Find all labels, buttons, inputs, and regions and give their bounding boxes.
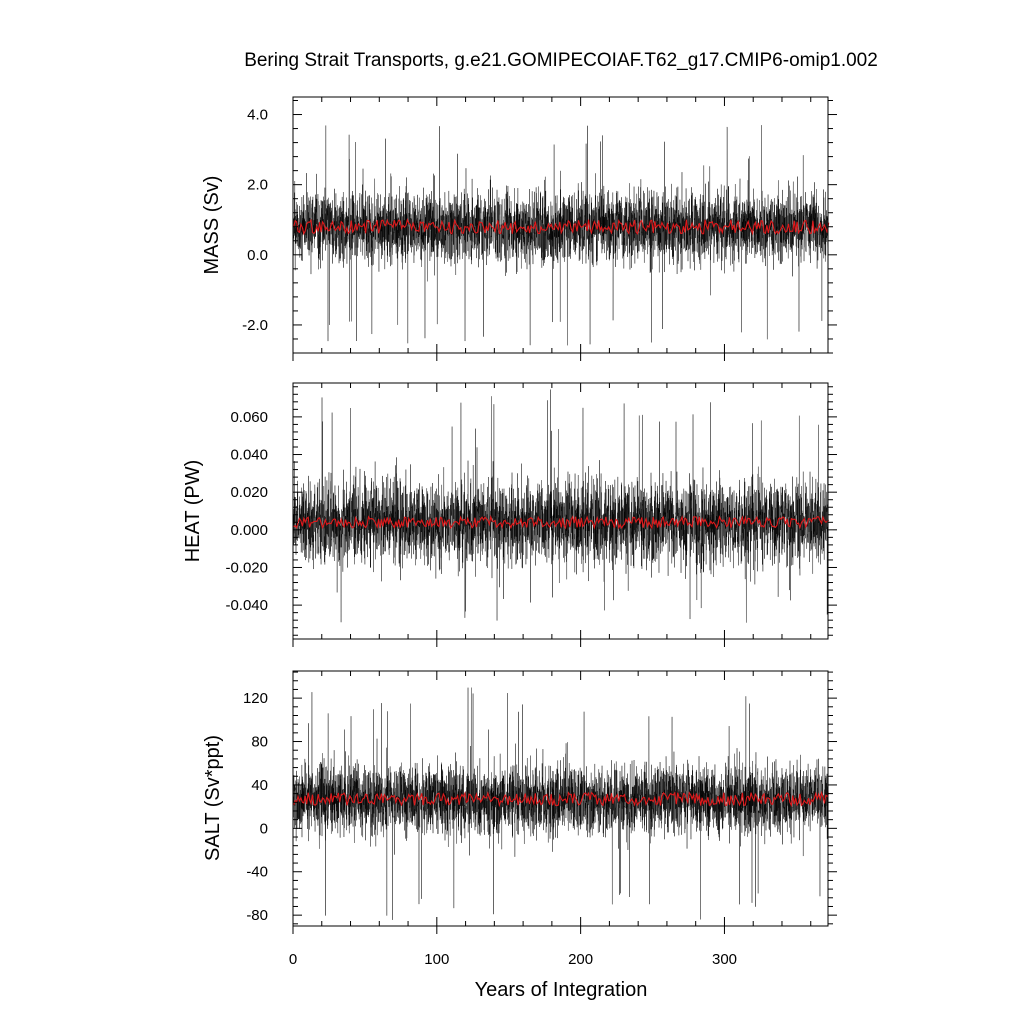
heat-ticks xyxy=(292,383,837,647)
figure-title: Bering Strait Transports, g.e21.GOMIPECO… xyxy=(244,50,878,71)
mass-plot-frame xyxy=(292,96,829,354)
heat-y-axis-label: HEAT (PW) xyxy=(182,460,204,563)
heat-y-tick-label: 0.060 xyxy=(230,409,268,426)
x-tick-label: 100 xyxy=(424,951,449,968)
x-tick-label: 300 xyxy=(712,951,737,968)
heat-y-tick-label: 0.020 xyxy=(230,484,268,501)
panel-heat: -0.040 -0.020 0.000 0.020 0.040 0.060 HE… xyxy=(182,382,837,647)
salt-annual-mean-line xyxy=(293,790,830,808)
heat-y-tick-label: 0.040 xyxy=(230,447,268,464)
heat-annual-mean-line xyxy=(293,514,830,530)
salt-y-tick-label: 0 xyxy=(260,820,268,837)
salt-y-tick-label: 120 xyxy=(243,690,268,707)
mass-traces xyxy=(292,125,830,346)
mass-y-tick-label: 2.0 xyxy=(247,177,268,194)
salt-y-tick-label: 80 xyxy=(251,734,268,751)
salt-plot-frame xyxy=(292,670,829,927)
mass-y-tick-label: -2.0 xyxy=(242,317,268,334)
heat-y-tick-label: -0.020 xyxy=(225,560,268,577)
x-tick-label: 0 xyxy=(289,951,297,968)
salt-y-axis-label: SALT (Sv*ppt) xyxy=(202,735,224,861)
mass-annual-mean-line xyxy=(293,218,830,236)
heat-y-tick-labels: -0.040 -0.020 0.000 0.020 0.040 0.060 xyxy=(225,409,268,614)
x-axis-label: Years of Integration xyxy=(475,979,648,1001)
salt-monthly-line xyxy=(292,687,829,920)
heat-monthly-line xyxy=(292,389,829,623)
heat-y-tick-label: -0.040 xyxy=(225,597,268,614)
salt-y-tick-label: 40 xyxy=(251,777,268,794)
heat-y-tick-label: 0.000 xyxy=(230,522,268,539)
salt-y-tick-labels: -80 -40 0 40 80 120 xyxy=(243,690,268,924)
mass-y-tick-label: 0.0 xyxy=(247,247,268,264)
heat-plot-frame xyxy=(292,382,829,640)
panel-salt: -80 -40 0 40 80 120 0 100 200 300 SALT (… xyxy=(202,670,837,968)
x-tick-label: 200 xyxy=(568,951,593,968)
salt-y-tick-label: -80 xyxy=(246,907,268,924)
panel-mass: -2.0 0.0 2.0 4.0 MASS (Sv) xyxy=(201,96,837,361)
salt-x-tick-labels: 0 100 200 300 xyxy=(289,951,737,968)
mass-y-tick-labels: -2.0 0.0 2.0 4.0 xyxy=(242,107,268,334)
heat-traces xyxy=(292,389,830,623)
salt-traces xyxy=(292,687,830,920)
salt-y-tick-label: -40 xyxy=(246,864,268,881)
mass-y-tick-label: 4.0 xyxy=(247,107,268,124)
salt-ticks xyxy=(292,671,837,934)
mass-y-axis-label: MASS (Sv) xyxy=(201,176,223,275)
